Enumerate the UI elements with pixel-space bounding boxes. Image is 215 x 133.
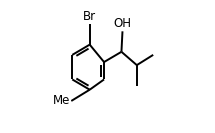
Text: Me: Me: [53, 94, 70, 107]
Text: OH: OH: [114, 17, 132, 30]
Text: Br: Br: [83, 10, 96, 23]
